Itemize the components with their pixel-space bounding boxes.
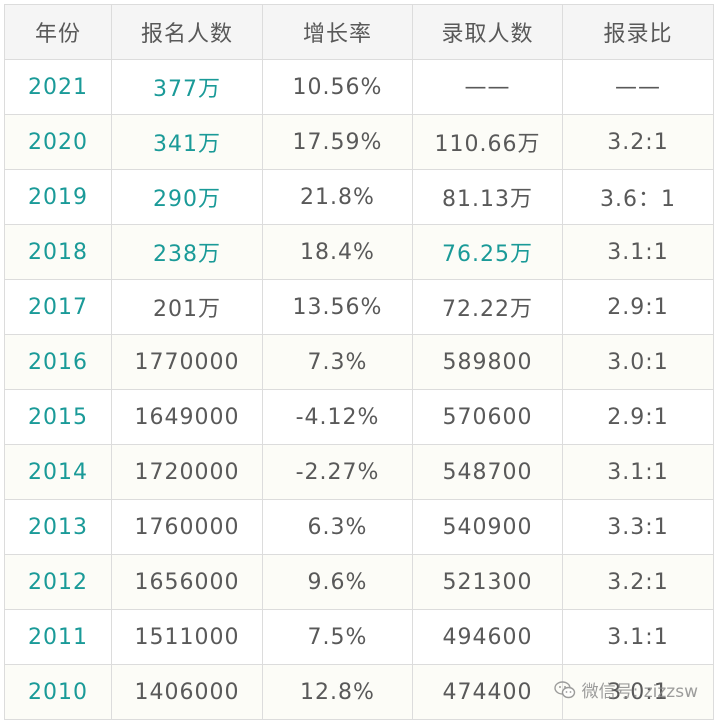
cell-admitted: 474400: [412, 664, 563, 720]
cell-admitted: 81.13万: [412, 169, 563, 225]
cell-ratio: 3.1:1: [562, 444, 714, 500]
cell-growth: 7.5%: [262, 609, 413, 665]
cell-applicants: 1770000: [111, 334, 263, 390]
table-row: 2021 377万 10.56% —— ——: [4, 59, 714, 115]
cell-applicants: 377万: [111, 59, 263, 115]
cell-admitted: 72.22万: [412, 279, 563, 335]
cell-ratio: ——: [562, 59, 714, 115]
table-row: 2019 290万 21.8% 81.13万 3.6：1: [4, 169, 714, 225]
cell-admitted: ——: [412, 59, 563, 115]
cell-applicants: 1406000: [111, 664, 263, 720]
cell-applicants: 290万: [111, 169, 263, 225]
cell-year: 2014: [4, 444, 112, 500]
table-row: 2020 341万 17.59% 110.66万 3.2:1: [4, 114, 714, 170]
cell-year: 2013: [4, 499, 112, 555]
cell-ratio: 3.1:1: [562, 609, 714, 665]
header-year: 年份: [4, 4, 112, 60]
table-row: 2018 238万 18.4% 76.25万 3.1:1: [4, 224, 714, 280]
cell-year: 2016: [4, 334, 112, 390]
cell-growth: 6.3%: [262, 499, 413, 555]
cell-year: 2012: [4, 554, 112, 610]
cell-applicants: 1649000: [111, 389, 263, 445]
cell-ratio: 3.0:1: [562, 334, 714, 390]
admissions-table: 年份 报名人数 增长率 录取人数 报录比 2021 377万 10.56% ——…: [4, 4, 714, 720]
cell-ratio: 3.6：1: [562, 169, 714, 225]
cell-admitted: 521300: [412, 554, 563, 610]
cell-admitted: 110.66万: [412, 114, 563, 170]
cell-admitted: 570600: [412, 389, 563, 445]
header-growth-rate: 增长率: [262, 4, 413, 60]
cell-growth: 13.56%: [262, 279, 413, 335]
cell-admitted: 494600: [412, 609, 563, 665]
cell-growth: -2.27%: [262, 444, 413, 500]
cell-ratio: 3.0:1: [562, 664, 714, 720]
cell-year: 2018: [4, 224, 112, 280]
cell-admitted: 548700: [412, 444, 563, 500]
cell-growth: 7.3%: [262, 334, 413, 390]
cell-year: 2015: [4, 389, 112, 445]
cell-growth: 12.8%: [262, 664, 413, 720]
cell-year: 2011: [4, 609, 112, 665]
cell-ratio: 3.2:1: [562, 114, 714, 170]
cell-ratio: 2.9:1: [562, 389, 714, 445]
table-row: 2010 1406000 12.8% 474400 3.0:1: [4, 664, 714, 720]
table-row: 2015 1649000 -4.12% 570600 2.9:1: [4, 389, 714, 445]
cell-growth: 9.6%: [262, 554, 413, 610]
cell-applicants: 201万: [111, 279, 263, 335]
cell-year: 2020: [4, 114, 112, 170]
cell-applicants: 1720000: [111, 444, 263, 500]
cell-applicants: 341万: [111, 114, 263, 170]
cell-growth: 17.59%: [262, 114, 413, 170]
header-applicants: 报名人数: [111, 4, 263, 60]
cell-growth: 10.56%: [262, 59, 413, 115]
cell-applicants: 1511000: [111, 609, 263, 665]
cell-growth: -4.12%: [262, 389, 413, 445]
cell-growth: 21.8%: [262, 169, 413, 225]
table-header-row: 年份 报名人数 增长率 录取人数 报录比: [4, 4, 714, 60]
cell-applicants: 1760000: [111, 499, 263, 555]
table-row: 2017 201万 13.56% 72.22万 2.9:1: [4, 279, 714, 335]
cell-year: 2019: [4, 169, 112, 225]
table-row: 2014 1720000 -2.27% 548700 3.1:1: [4, 444, 714, 500]
cell-growth: 18.4%: [262, 224, 413, 280]
table-row: 2013 1760000 6.3% 540900 3.3:1: [4, 499, 714, 555]
header-admitted: 录取人数: [412, 4, 563, 60]
cell-admitted: 589800: [412, 334, 563, 390]
cell-applicants: 238万: [111, 224, 263, 280]
cell-admitted: 76.25万: [412, 224, 563, 280]
cell-ratio: 2.9:1: [562, 279, 714, 335]
cell-ratio: 3.3:1: [562, 499, 714, 555]
cell-year: 2010: [4, 664, 112, 720]
cell-year: 2017: [4, 279, 112, 335]
header-ratio: 报录比: [562, 4, 714, 60]
cell-ratio: 3.2:1: [562, 554, 714, 610]
table-row: 2011 1511000 7.5% 494600 3.1:1: [4, 609, 714, 665]
table-row: 2016 1770000 7.3% 589800 3.0:1: [4, 334, 714, 390]
cell-ratio: 3.1:1: [562, 224, 714, 280]
cell-applicants: 1656000: [111, 554, 263, 610]
cell-year: 2021: [4, 59, 112, 115]
cell-admitted: 540900: [412, 499, 563, 555]
table-row: 2012 1656000 9.6% 521300 3.2:1: [4, 554, 714, 610]
